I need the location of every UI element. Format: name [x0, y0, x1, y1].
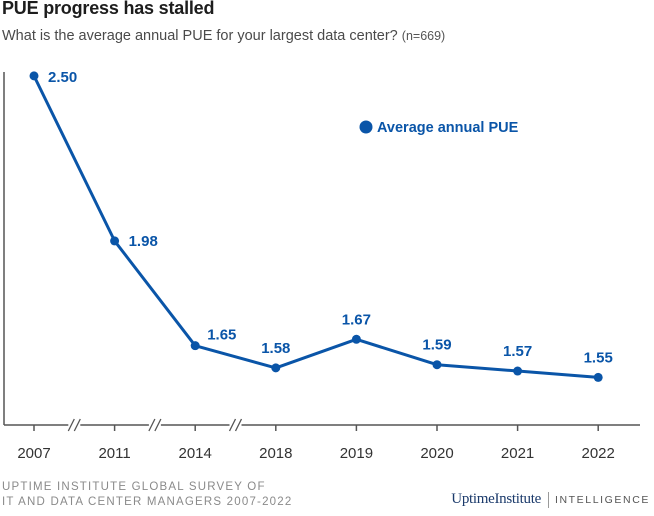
legend-label: Average annual PUE — [377, 120, 519, 136]
source-line-2: IT AND DATA CENTER MANAGERS 2007-2022 — [2, 496, 293, 508]
data-label-2011: 1.98 — [129, 233, 158, 250]
data-label-2019: 1.67 — [342, 311, 371, 328]
series-line-average-pue — [32, 74, 600, 379]
chart-title: PUE progress has stalled — [2, 0, 215, 18]
x-tick-label-2022: 2022 — [582, 445, 615, 462]
source-line-1: UPTIME INSTITUTE GLOBAL SURVEY OF — [2, 481, 266, 493]
data-point-2014 — [190, 341, 200, 351]
data-point-2022 — [593, 372, 603, 382]
chart-axes — [3, 72, 640, 426]
data-label-2022: 1.55 — [584, 349, 613, 366]
data-point-2019 — [351, 334, 361, 344]
x-tick-label-2011: 2011 — [98, 445, 130, 462]
data-labels: 2.50 1.98 1.65 1.58 1.67 1.59 1.57 1.55 — [48, 69, 613, 367]
sample-size-note: (n=669) — [401, 29, 446, 43]
data-point-2020 — [432, 360, 442, 370]
x-axis-ticks: 2007 2011 2014 2018 2019 2020 2021 2022 — [17, 425, 615, 462]
axis-break-2007-2011 — [67, 418, 81, 432]
data-points — [29, 71, 603, 382]
x-tick-label-2019: 2019 — [340, 445, 373, 462]
data-point-2018 — [271, 363, 281, 373]
data-label-2014: 1.65 — [207, 327, 236, 344]
chart-subtitle: What is the average annual PUE for your … — [2, 28, 445, 44]
brand-divider — [547, 491, 549, 508]
data-label-2007: 2.50 — [48, 69, 77, 86]
subtitle-question: What is the average annual PUE for your … — [2, 28, 398, 44]
legend-marker — [359, 120, 373, 134]
axis-break-2014-2018 — [228, 418, 243, 432]
x-tick-label-2021: 2021 — [501, 445, 534, 462]
legend: Average annual PUE — [359, 120, 519, 136]
x-tick-label-2014: 2014 — [179, 445, 212, 462]
data-point-2007 — [29, 71, 39, 81]
x-tick-label-2020: 2020 — [420, 445, 453, 462]
x-tick-label-2018: 2018 — [259, 445, 292, 462]
source-note: UPTIME INSTITUTE GLOBAL SURVEY OF IT AND… — [2, 480, 292, 510]
x-tick-label-2007: 2007 — [17, 445, 50, 462]
axis-breaks — [67, 418, 243, 432]
data-label-2018: 1.58 — [261, 340, 290, 357]
data-point-2011 — [110, 236, 120, 246]
brand-block: UptimeInstitute INTELLIGENCE — [451, 491, 650, 508]
uptime-institute-logo: UptimeInstitute — [451, 491, 541, 507]
pue-line-chart: 2007 2011 2014 2018 2019 2020 2021 2022 2.50 1.9… — [3, 69, 640, 462]
data-label-2021: 1.57 — [503, 343, 532, 360]
brand-tagline: INTELLIGENCE — [554, 493, 650, 506]
axis-break-2011-2014 — [148, 418, 162, 432]
data-point-2021 — [513, 366, 523, 376]
data-label-2020: 1.59 — [422, 337, 451, 354]
